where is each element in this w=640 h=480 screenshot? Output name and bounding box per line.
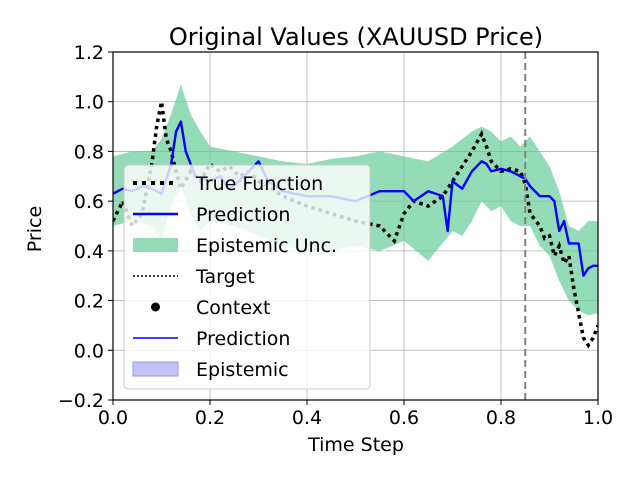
y-tick-label: 0.6 [74,191,104,213]
x-tick-label: 0.8 [486,407,516,429]
legend-label: Epistemic [196,359,289,381]
x-axis-label: Time Step [307,434,404,456]
y-tick-label: 0.8 [74,141,104,163]
y-axis-label: Price [24,206,46,252]
y-tick-label: 1.0 [74,92,104,114]
legend-label: Target [195,266,255,288]
legend-swatch-marker [151,302,160,312]
legend-label: Context [196,297,270,319]
y-tick-label: 0.4 [74,241,104,263]
legend-box [123,164,371,390]
legend-swatch-patch-light [132,361,179,377]
axes-frame [112,51,599,401]
legend: True Function Prediction Epistemic Unc. Tar… [123,164,371,390]
legend-label: Prediction [196,204,290,226]
x-tick-label: 0.0 [98,407,128,429]
legend-label: Prediction [196,328,290,350]
x-tick-label: 0.2 [195,407,225,429]
prediction-line [113,120,598,277]
x-tick-label: 1.0 [583,407,613,429]
x-tick-label: 0.4 [292,407,322,429]
legend-label: Epistemic Unc. [196,235,337,257]
y-tick-label: −0.2 [58,390,104,412]
legend-label: True Function [195,173,323,195]
x-tick-label: 0.6 [389,407,419,429]
y-tick-label: 0.2 [74,291,104,313]
legend-swatch-patch [133,238,178,252]
chart-title: Original Values (XAUUSD Price) [169,23,543,51]
y-tick-label: 0.0 [74,340,104,362]
true-function-line [113,101,598,349]
y-tick-label: 1.2 [74,42,104,64]
